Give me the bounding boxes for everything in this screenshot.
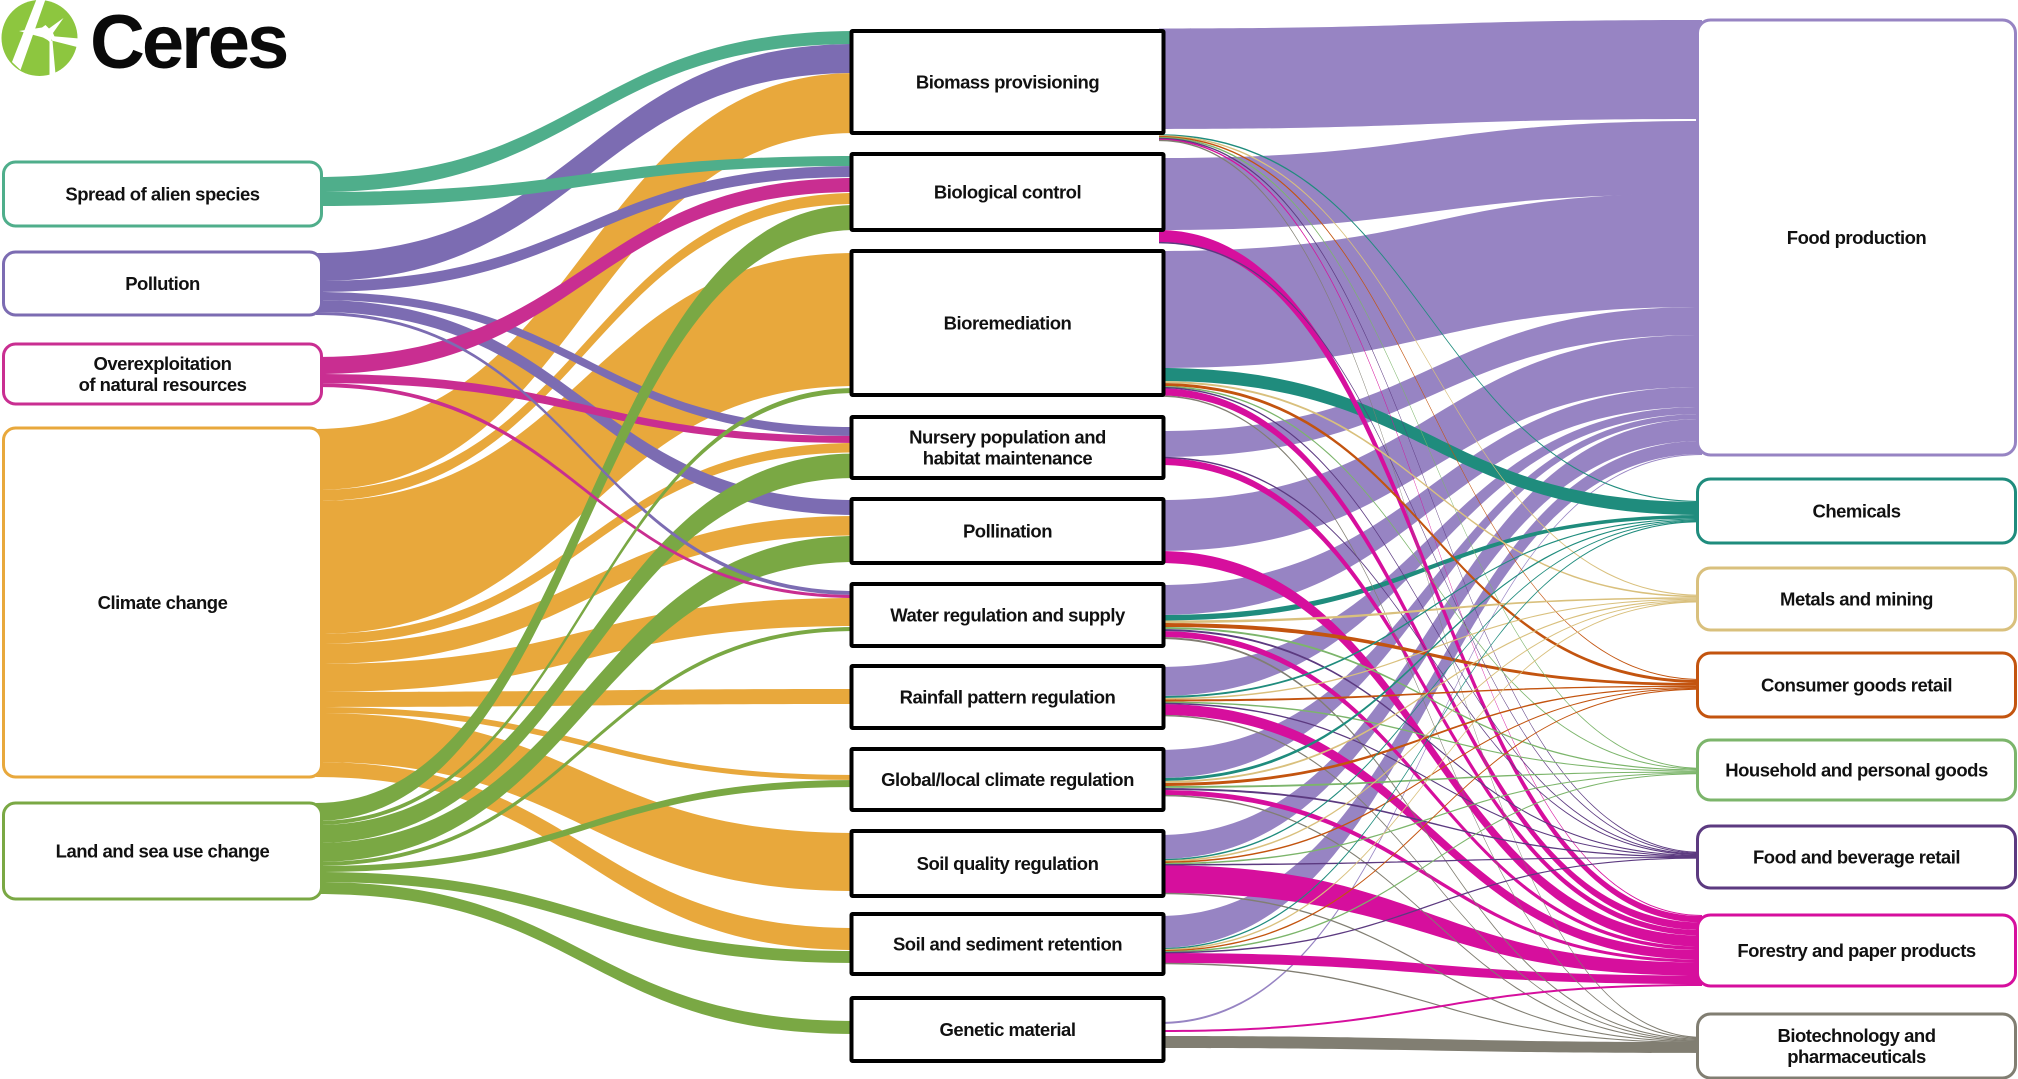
svg-text:Food production: Food production (1787, 227, 1927, 248)
svg-text:Nursery population and: Nursery population and (909, 427, 1106, 448)
svg-text:Spread of alien species: Spread of alien species (65, 184, 259, 205)
svg-text:Consumer goods retail: Consumer goods retail (1761, 675, 1952, 696)
svg-text:Global/local climate regulatio: Global/local climate regulation (881, 769, 1134, 790)
svg-text:Soil quality regulation: Soil quality regulation (917, 853, 1099, 874)
svg-text:of natural resources: of natural resources (79, 374, 247, 395)
svg-text:Food and beverage retail: Food and beverage retail (1753, 847, 1960, 868)
svg-text:pharmaceuticals: pharmaceuticals (1787, 1046, 1926, 1067)
svg-text:Pollination: Pollination (963, 521, 1052, 542)
svg-text:Bioremediation: Bioremediation (944, 313, 1072, 334)
svg-text:Biomass provisioning: Biomass provisioning (916, 72, 1099, 93)
svg-text:Chemicals: Chemicals (1812, 501, 1900, 522)
svg-text:Pollution: Pollution (125, 273, 200, 294)
svg-text:Ceres: Ceres (90, 0, 287, 85)
svg-text:Biological control: Biological control (934, 182, 1081, 203)
svg-text:Climate change: Climate change (98, 592, 228, 613)
svg-text:Soil and sediment retention: Soil and sediment retention (893, 934, 1122, 955)
svg-text:Genetic material: Genetic material (940, 1019, 1076, 1040)
svg-text:Metals and mining: Metals and mining (1780, 589, 1933, 610)
svg-text:Forestry and paper products: Forestry and paper products (1737, 940, 1976, 961)
svg-text:Rainfall pattern regulation: Rainfall pattern regulation (900, 687, 1116, 708)
svg-text:Land and sea use change: Land and sea use change (56, 841, 270, 862)
svg-text:Overexploitation: Overexploitation (94, 353, 232, 374)
svg-text:Biotechnology and: Biotechnology and (1778, 1025, 1936, 1046)
svg-text:Household and personal goods: Household and personal goods (1725, 760, 1988, 781)
svg-text:habitat maintenance: habitat maintenance (923, 447, 1093, 468)
svg-text:Water regulation and supply: Water regulation and supply (890, 605, 1126, 626)
